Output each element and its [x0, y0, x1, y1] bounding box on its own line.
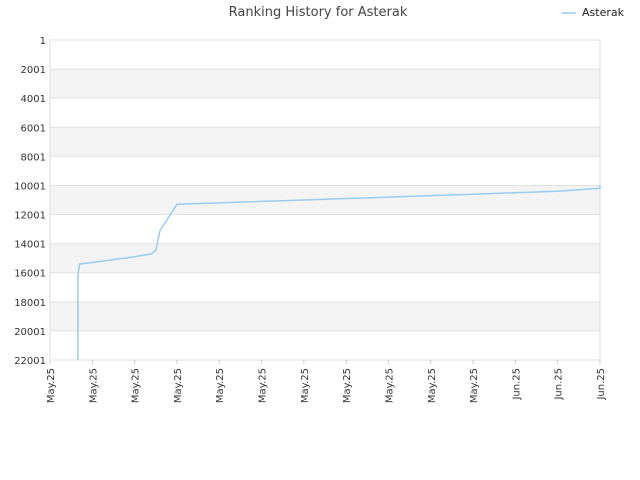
- y-tick-label: 2001: [21, 65, 46, 76]
- x-tick-label: May.25: [342, 368, 353, 403]
- y-tick-label: 18001: [14, 298, 46, 309]
- grid-band: [50, 127, 600, 157]
- grid-band: [50, 301, 600, 331]
- x-tick-label: May.25: [300, 368, 311, 403]
- x-tick-label: May.25: [88, 368, 99, 403]
- x-tick-label: May.25: [173, 368, 184, 403]
- y-axis-ticks: 1200140016001800110001120011400116001180…: [14, 36, 46, 367]
- plot-area-frame: [49, 39, 601, 361]
- x-tick-label: Jun.25: [511, 368, 522, 401]
- y-tick-label: 12001: [14, 211, 46, 222]
- y-tick-label: 6001: [21, 123, 46, 134]
- y-tick-label: 14001: [14, 240, 46, 251]
- x-tick-label: Jun.25: [554, 368, 565, 401]
- x-tick-label: May.25: [131, 368, 142, 403]
- plot-bands: [50, 69, 600, 331]
- y-tick-label: 8001: [21, 152, 46, 163]
- y-tick-label: 10001: [14, 181, 46, 192]
- chart-title: Ranking History for Asterak: [229, 5, 408, 20]
- x-tick-label: May.25: [258, 368, 269, 403]
- legend-label-asterak: Asterak: [582, 6, 625, 19]
- y-tick-label: 1: [40, 36, 46, 47]
- y-tick-label: 16001: [14, 269, 46, 280]
- series-layer: [77, 185, 601, 360]
- y-tick-label: 20001: [14, 327, 46, 338]
- x-tick-label: May.25: [427, 368, 438, 403]
- x-tick-label: May.25: [384, 368, 395, 403]
- x-tick-label: May.25: [46, 368, 57, 403]
- legend: Asterak: [562, 6, 625, 19]
- x-tick-label: Jun.25: [596, 368, 607, 401]
- x-tick-label: May.25: [469, 368, 480, 403]
- x-tick-label: May.25: [215, 368, 226, 403]
- y-tick-label: 22001: [14, 356, 46, 367]
- series-line-asterak: [77, 185, 601, 360]
- grid-band: [50, 69, 600, 99]
- grid-band: [50, 243, 600, 273]
- y-tick-label: 4001: [21, 94, 46, 105]
- x-axis-ticks: May.25 May.25 May.25 May.25 May.25 May.25 May.…: [46, 360, 607, 403]
